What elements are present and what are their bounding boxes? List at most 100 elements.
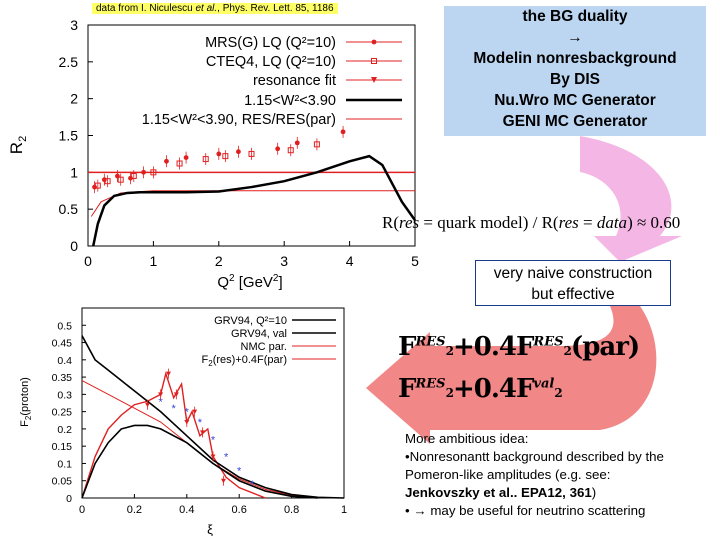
cteq-point	[104, 178, 111, 185]
chart2-xtick-label: 0.2	[127, 504, 142, 516]
ratio-formula: R(res = quark model) / R(res = data) ≈ 0…	[382, 213, 681, 232]
chart2-legend-label: GRV94, val	[231, 328, 287, 340]
mrs-point	[216, 151, 222, 157]
cteq-point	[150, 169, 157, 176]
cteq-point	[248, 150, 255, 157]
chart1-legend-label: MRS(G) LQ (Q²=10)	[205, 35, 336, 51]
chart2-ytick-label: 0	[66, 493, 72, 505]
ambitious-line3: Jenkovszky et al.. EPA12, 361)	[405, 485, 597, 500]
mrs-point	[164, 158, 169, 164]
chart2-xlabel: ξ	[207, 522, 213, 537]
mrs-point	[141, 169, 146, 175]
mrs-point	[92, 184, 97, 190]
chart2-xtick-label: 0.8	[284, 504, 299, 516]
mrs-point	[101, 177, 107, 183]
mrs-point	[183, 155, 189, 161]
chart2-ytick-label: 0.3	[57, 389, 72, 401]
chart2-frame	[81, 307, 345, 499]
w2-range-line	[92, 154, 417, 247]
chart1-xtick-label: 4	[346, 253, 354, 269]
chart1-xtick-label: 3	[280, 253, 288, 269]
legend-resfit-marker	[371, 77, 377, 83]
naive-line2: but effective	[531, 286, 615, 303]
chart2-ytick-label: 0.15	[52, 441, 73, 453]
blue-data-point: *	[185, 407, 190, 419]
cteq-point	[130, 173, 137, 180]
chart1-legend-label: CTEQ4, LQ (Q²=10)	[206, 54, 336, 70]
mrs-point	[275, 146, 281, 152]
red-data-point	[145, 402, 150, 408]
cteq-point	[313, 141, 320, 148]
ambitious-line2: •Nonresonantt background described by th…	[405, 449, 664, 482]
chart2-legend-label: GRV94, Q²=10	[214, 315, 287, 327]
chart2-ytick-label: 0.25	[52, 407, 73, 419]
cteq-point	[117, 176, 124, 183]
mrs-point	[294, 140, 300, 146]
bg-line-dis: By DIS	[550, 71, 600, 88]
r2-chart: R2 Q2 [GeV2] 0 1 2 3 4 5 0 0.5 1 1.5 2 2.5 3 MRS(G) L…	[7, 17, 419, 291]
red-data-point	[192, 409, 198, 415]
pink-curved-arrow	[580, 136, 682, 262]
blue-data-point: *	[158, 396, 163, 408]
chart2-xtick-label: 0	[79, 504, 85, 516]
red-data-point	[184, 420, 190, 425]
chart2-xtick-label: 0.4	[179, 504, 194, 516]
chart1-legend-label: 1.15<W²<3.90, RES/RES(par)	[142, 112, 336, 128]
chart1-ytick-label: 3	[70, 17, 78, 33]
ambitious-idea-text: More ambitious idea: •Nonresonantt backg…	[405, 430, 717, 520]
cteq-point	[222, 153, 229, 160]
f2-chart: F2(proton) ξ 0 0.2 0.4 0.6 0.8 1 0 0.05 0.1 0.15 0…	[19, 307, 347, 537]
chart1-ytick-label: 2	[70, 91, 78, 107]
chart2-ytick-label: 0.45	[52, 338, 73, 350]
bg-title: the BG duality	[522, 8, 628, 25]
grv94-val-line	[81, 424, 318, 499]
blue-data-point: *	[224, 452, 229, 464]
blue-data-point: *	[172, 403, 177, 415]
chart1-ylabel: R2	[7, 136, 29, 154]
bg-line-nuwro: Nu.Wro MC Generator	[494, 92, 656, 109]
chart2-ytick-label: 0.4	[57, 355, 72, 367]
mrs-point	[236, 149, 241, 155]
formula-res-val: FRES2+0.4Fval2	[398, 374, 563, 404]
ambitious-line1: More ambitious idea:	[405, 431, 529, 446]
chart1-ytick-label: 2.5	[59, 54, 79, 70]
chart1-xtick-label: 1	[150, 253, 158, 269]
chart1-xtick-label: 5	[411, 253, 419, 269]
chart2-legend-label: NMC par.	[241, 341, 287, 353]
arrow-right-icon: →	[567, 29, 583, 46]
chart1-xtick-label: 0	[84, 253, 92, 269]
chart2-ytick-label: 0.2	[57, 424, 72, 436]
chart2-ytick-label: 0.1	[57, 458, 72, 470]
legend-mrs-marker	[371, 39, 377, 45]
red-data-point	[210, 454, 216, 460]
naive-line1: very naive construction	[493, 265, 653, 282]
mrs-point	[340, 129, 346, 135]
blue-data-point: *	[198, 417, 203, 429]
legend-cteq-marker	[371, 58, 377, 64]
chart1-ytick-label: 0.5	[59, 201, 79, 217]
chart1-xtick-label: 2	[215, 253, 223, 269]
bg-duality-box: the BG duality → Modelin nonresbackgroun…	[444, 6, 706, 136]
red-data-point	[200, 430, 206, 435]
bg-line-model: Modelin nonresbackground	[473, 50, 677, 67]
chart1-legend-label: 1.15<W²<3.90	[244, 93, 336, 109]
chart2-legend-label: F2(res)+0.4F(par)	[202, 354, 287, 368]
red-data-point	[220, 478, 226, 484]
chart2-xtick-label: 1	[341, 504, 347, 516]
bg-line-genie: GENI MC Generator	[502, 113, 648, 130]
chart1-ytick-label: 0	[70, 238, 78, 254]
cteq-point	[176, 160, 183, 167]
chart1-ytick-label: 1.5	[59, 128, 79, 144]
formula-res-par: FRES2+0.4FRES2(par)	[398, 332, 640, 362]
chart2-ylabel: F2(proton)	[19, 377, 33, 427]
red-data-point	[165, 371, 171, 377]
red-data-point	[173, 392, 179, 397]
chart2-ytick-label: 0.35	[52, 372, 73, 384]
arrow-right-icon: →	[413, 503, 427, 518]
chart2-ytick-label: 0.5	[57, 320, 72, 332]
grv94-q2-line	[81, 335, 345, 499]
chart2-xtick-label: 0.6	[232, 504, 247, 516]
data-source-caption: data from I. Niculescu et al., Phys. Rev…	[92, 3, 338, 14]
red-curved-arrow	[366, 306, 657, 444]
blue-data-point: *	[237, 465, 242, 477]
